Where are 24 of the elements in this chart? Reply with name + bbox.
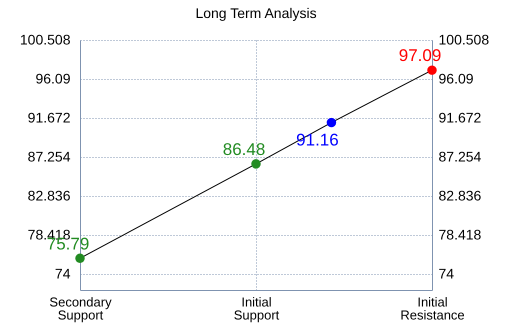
y-tick-label: 82.836 [28, 188, 71, 204]
x-tick-label: Initial Support [234, 294, 280, 322]
point [75, 254, 85, 264]
y-tick-label: 74 [54, 266, 71, 282]
y2-tick-label: 100.508 [438, 32, 490, 48]
y-tick-label: 87.254 [28, 148, 71, 165]
x-tick-label: Secondary Support [49, 294, 112, 322]
y2-tick-label: 87.254 [438, 148, 482, 165]
y-tick-label: 96.09 [35, 70, 71, 87]
point [251, 159, 261, 169]
data-label: 86.48 [222, 140, 266, 159]
y2-tick-label: 78.418 [438, 226, 482, 243]
y2-tick-label: 91.672 [438, 110, 482, 126]
point [427, 65, 437, 75]
x-tick-label: Initial Resistance [400, 294, 465, 322]
chart-title: Long Term Analysis [195, 5, 317, 21]
y2-tick-label: 74 [438, 266, 454, 282]
y2-tick-label: 82.836 [438, 188, 482, 204]
point [326, 118, 336, 128]
data-label: 97.09 [398, 46, 442, 66]
y2-tick-label: 96.09 [438, 70, 474, 87]
y-tick-label: 91.672 [28, 110, 71, 126]
data-label: 91.16 [296, 130, 339, 150]
y-tick-label: 100.508 [20, 32, 71, 48]
